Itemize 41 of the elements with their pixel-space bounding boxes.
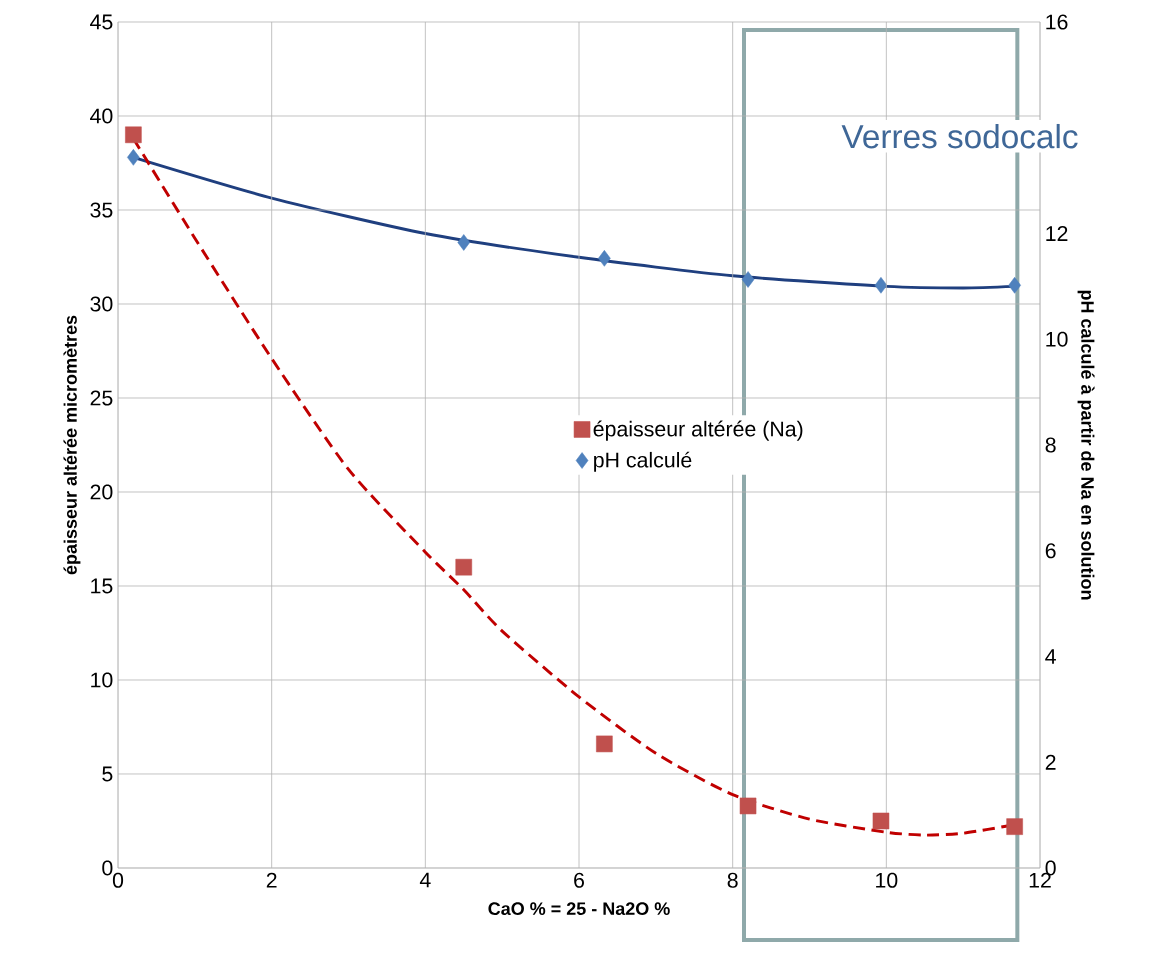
y2-tick-label: 2 [1045,754,1056,770]
y-tick-label: 15 [91,578,113,594]
x-tick-label: 0 [112,872,124,888]
x-tick-label: 4 [419,872,431,888]
y-tick-label: 10 [91,672,113,688]
y-tick-label: 35 [90,202,113,218]
y-tick-label: 45 [90,14,113,30]
point [457,234,471,251]
point [127,149,140,166]
point [739,797,757,815]
point [741,271,755,288]
point [598,250,611,267]
x-tick-label: 8 [727,872,738,888]
y2-axis-title: pH calculé à partir de Na en solution [1077,290,1095,600]
point [1006,818,1023,835]
y-tick-label: 5 [102,766,113,782]
x-tick-label: 2 [266,872,277,888]
point [1008,277,1021,294]
annotation: Verres sodocalc [841,123,1078,149]
y2-tick-label: 10 [1046,331,1068,347]
legend-label: pH calculé [594,451,692,472]
y2-tick-label: 12 [1046,226,1068,241]
x-axis-title: CaO % = 25 - Na2O % [488,902,670,916]
point [455,558,473,576]
y2-tick-label: 16 [1046,14,1068,30]
y-tick-label: 25 [90,390,113,406]
y-tick-label: 30 [90,296,113,312]
y2-tick-label: 8 [1045,437,1056,453]
y-tick-label: 20 [90,484,113,500]
x-tick-label: 6 [574,872,584,888]
legend-label: épaisseur altérée (Na) [593,420,803,441]
y2-tick-label: 4 [1045,649,1056,664]
y-tick-label: 0 [102,860,113,876]
y-tick-label: 40 [90,108,113,124]
point [874,277,888,294]
x-tick-label: 10 [876,872,898,888]
y2-tick-label: 6 [1045,543,1056,559]
y-axis-title: épaisseur altérée micromètres [63,315,81,575]
point [596,735,613,753]
point [125,126,142,144]
point [872,812,890,830]
